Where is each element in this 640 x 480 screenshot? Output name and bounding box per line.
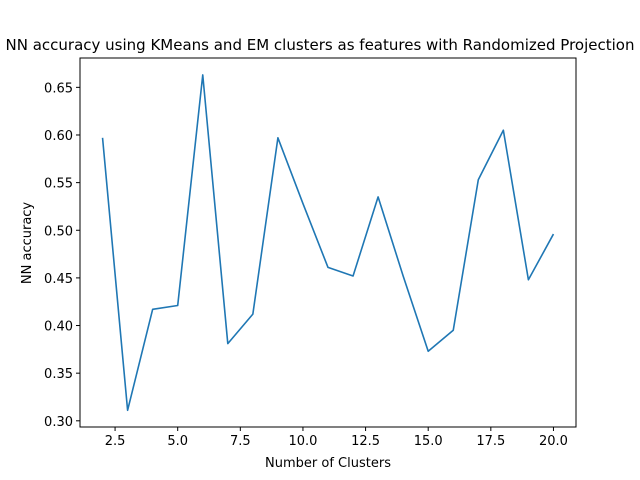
y-tick-label: 0.65 <box>44 81 73 96</box>
x-tick-label: 5.0 <box>167 434 188 449</box>
x-tick-label: 20.0 <box>539 434 568 449</box>
x-tick-label: 10.0 <box>288 434 317 449</box>
x-tick-label: 17.5 <box>476 434 505 449</box>
x-axis: 2.5 5.0 7.5 10.0 12.5 15.0 17.5 20.0 <box>105 427 568 449</box>
y-tick-label: 0.40 <box>44 320 73 335</box>
x-axis-label: Number of Clusters <box>265 456 391 471</box>
y-tick-label: 0.30 <box>44 415 73 430</box>
y-tick-label: 0.55 <box>44 177 73 192</box>
x-tick-label: 2.5 <box>105 434 126 449</box>
y-axis: 0.30 0.35 0.40 0.45 0.50 0.55 0.60 0.65 <box>44 81 80 430</box>
x-tick-label: 7.5 <box>230 434 251 449</box>
y-tick-label: 0.60 <box>44 129 73 144</box>
y-tick-label: 0.50 <box>44 224 73 239</box>
y-tick-label: 0.35 <box>44 367 73 382</box>
series-layer <box>101 74 555 412</box>
x-tick-label: 12.5 <box>351 434 380 449</box>
y-tick-label: 0.45 <box>44 272 73 287</box>
chart-title: NN accuracy using KMeans and EM clusters… <box>6 36 635 54</box>
x-tick-label: 15.0 <box>414 434 443 449</box>
y-axis-label: NN accuracy <box>20 202 35 285</box>
plot-frame <box>79 57 577 428</box>
